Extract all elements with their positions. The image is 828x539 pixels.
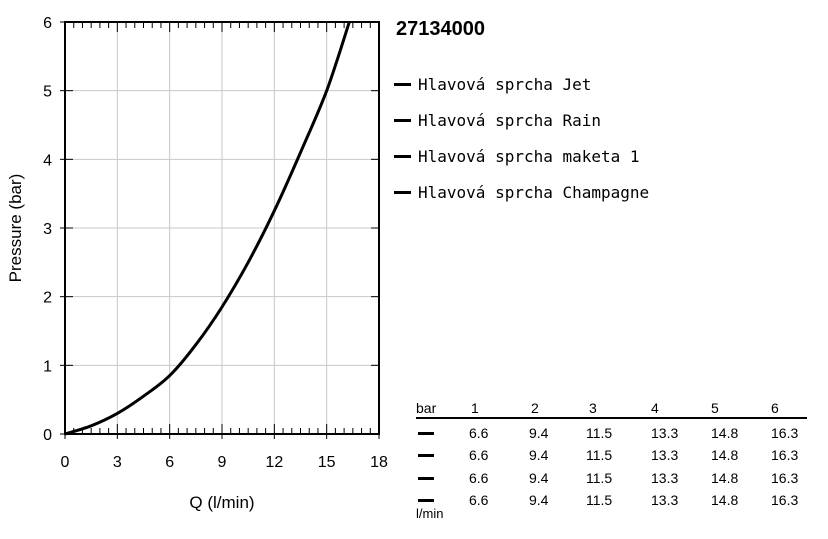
flow-value-cell: 14.8: [711, 425, 739, 441]
row-swatch: [418, 499, 434, 502]
y-axis-title: Pressure (bar): [6, 174, 25, 283]
plot-frame: [64, 21, 380, 435]
major-ticks: [60, 21, 380, 439]
pressure-header-cell: 3: [589, 400, 597, 416]
legend-item: Hlavová sprcha Rain: [394, 102, 649, 138]
pressure-header-cell: 6: [771, 400, 779, 416]
x-tick-label: 0: [61, 454, 70, 471]
flow-value-cell: 13.3: [651, 470, 679, 486]
flow-value-cell: 16.3: [771, 425, 799, 441]
x-tick-label: 18: [370, 454, 388, 471]
legend-label: Hlavová sprcha maketa 1: [418, 146, 640, 166]
flow-value-cell: 11.5: [586, 447, 613, 463]
legend-swatch: [394, 190, 411, 194]
table-row: 6.6 9.4 11.5 13.3 14.8 16.3: [416, 445, 807, 467]
x-tick-label: 15: [318, 454, 336, 471]
legend-swatch: [394, 118, 411, 122]
y-tick-label: 5: [43, 84, 52, 101]
table-row: 6.6 9.4 11.5 13.3 14.8 16.3: [416, 423, 807, 445]
flow-value-cell: 16.3: [771, 492, 799, 508]
x-tick-label: 3: [113, 454, 122, 471]
x-tick-labels: 0 3 6 9 12 15 18: [61, 454, 388, 471]
x-tick-label: 9: [218, 454, 227, 471]
legend-swatch: [394, 82, 411, 86]
flow-table-header: bar 1 2 3 4 5 6: [416, 400, 807, 419]
table-row: 6.6 9.4 11.5 13.3 14.8 16.3: [416, 490, 807, 512]
y-tick-label: 0: [43, 427, 52, 444]
pressure-header-cell: 4: [651, 400, 659, 416]
flow-value-cell: 9.4: [529, 425, 549, 441]
legend-label: Hlavová sprcha Jet: [418, 74, 592, 94]
product-id: 27134000: [396, 18, 485, 40]
y-tick-label: 1: [43, 358, 52, 375]
y-tick-label: 4: [43, 152, 52, 169]
flow-value-cell: 14.8: [711, 447, 739, 463]
y-tick-label: 2: [43, 290, 52, 307]
flow-value-cell: 14.8: [711, 470, 739, 486]
flow-value-cell: 9.4: [529, 447, 549, 463]
grid: [65, 22, 379, 434]
row-swatch: [418, 432, 434, 435]
pressure-header-cell: 2: [531, 400, 539, 416]
flow-value-cell: 13.3: [651, 447, 679, 463]
flow-value-cell: 11.5: [586, 470, 613, 486]
legend-swatch: [394, 154, 411, 158]
row-swatch: [418, 454, 434, 457]
flow-value-cell: 14.8: [711, 492, 739, 508]
pressure-header-cell: 1: [471, 400, 479, 416]
x-tick-label: 6: [165, 454, 174, 471]
flow-value-cell: 11.5: [586, 425, 613, 441]
footer-unit: l/min: [416, 506, 444, 521]
legend-label: Hlavová sprcha Rain: [418, 110, 602, 130]
legend-item: Hlavová sprcha maketa 1: [394, 138, 649, 174]
legend-item: Hlavová sprcha Jet: [394, 66, 649, 102]
flow-value-cell: 6.6: [469, 447, 489, 463]
header-unit: bar: [416, 400, 437, 416]
x-tick-label: 12: [265, 454, 283, 471]
flow-value-cell: 6.6: [469, 492, 489, 508]
flow-value-cell: 6.6: [469, 425, 489, 441]
flow-value-cell: 9.4: [529, 492, 549, 508]
flow-value-cell: 13.3: [651, 492, 679, 508]
y-tick-label: 3: [43, 221, 52, 238]
flow-value-cell: 9.4: [529, 470, 549, 486]
flow-value-cell: 6.6: [469, 470, 489, 486]
flow-value-cell: 13.3: [651, 425, 679, 441]
pressure-header-cell: 5: [711, 400, 719, 416]
legend-item: Hlavová sprcha Champagne: [394, 174, 649, 210]
y-tick-label: 6: [43, 15, 52, 32]
flow-value-cell: 16.3: [771, 470, 799, 486]
flow-value-cell: 11.5: [586, 492, 613, 508]
legend-label: Hlavová sprcha Champagne: [418, 182, 650, 202]
series-line: [64, 21, 351, 436]
flow-value-cell: 16.3: [771, 447, 799, 463]
table-row: 6.6 9.4 11.5 13.3 14.8 16.3: [416, 468, 807, 490]
x-axis-title: Q (l/min): [189, 493, 254, 512]
legend: Hlavová sprcha Jet Hlavová sprcha Rain H…: [394, 66, 649, 210]
y-tick-labels: 0 1 2 3 4 5 6: [43, 15, 52, 444]
row-swatch: [418, 477, 434, 480]
